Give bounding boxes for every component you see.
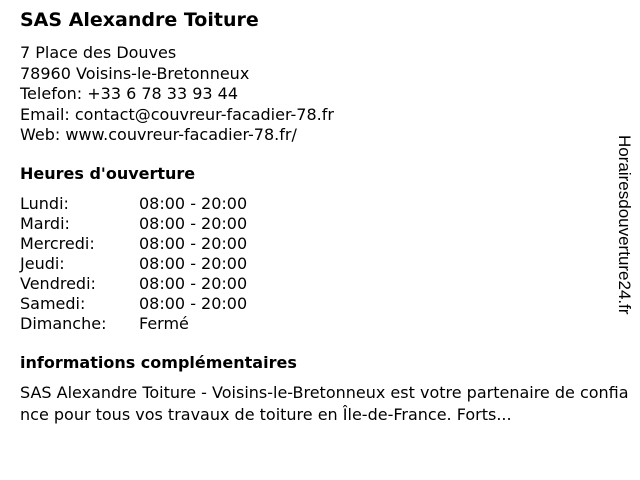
hours-row: Lundi: 08:00 - 20:00 <box>20 194 247 214</box>
website: Web: www.couvreur-facadier-78.fr/ <box>20 125 297 144</box>
time-value: 08:00 - 20:00 <box>139 194 248 213</box>
time-value: 08:00 - 20:00 <box>139 214 248 233</box>
phone: Telefon: +33 6 78 33 93 44 <box>20 84 239 103</box>
hours-row: Samedi: 08:00 - 20:00 <box>20 294 247 314</box>
info-text: SAS Alexandre Toiture - Voisins-le-Breto… <box>20 383 629 424</box>
info-heading: informations complémentaires <box>20 353 297 372</box>
hours-row: Jeudi: 08:00 - 20:00 <box>20 254 247 274</box>
hours-row: Mercredi: 08:00 - 20:00 <box>20 234 247 254</box>
time-value: 08:00 - 20:00 <box>139 254 248 273</box>
watermark: Horairesdouverture24.fr <box>615 135 634 315</box>
business-name: SAS Alexandre Toiture <box>20 9 259 31</box>
email: Email: contact@couvreur-facadier-78.fr <box>20 104 334 124</box>
time-value: 08:00 - 20:00 <box>139 274 248 293</box>
day-label: Mardi: <box>20 214 70 233</box>
hours-row: Vendredi: 08:00 - 20:00 <box>20 274 247 294</box>
day-label: Samedi: <box>20 294 86 313</box>
hours-row: Dimanche: Fermé <box>20 314 247 334</box>
address-line2: 78960 Voisins-le-Bretonneux <box>20 63 250 83</box>
hours-table: Lundi: 08:00 - 20:00 Mardi: 08:00 - 20:00 Me… <box>20 194 247 334</box>
time-value: Fermé <box>139 314 189 333</box>
hours-row: Mardi: 08:00 - 20:00 <box>20 214 247 234</box>
day-label: Jeudi: <box>20 254 65 273</box>
day-label: Lundi: <box>20 194 69 213</box>
time-value: 08:00 - 20:00 <box>139 294 248 313</box>
contact-block: 7 Place des Douves 78960 Voisins-le-Bret… <box>20 43 334 146</box>
time-value: 08:00 - 20:00 <box>139 234 248 253</box>
day-label: Vendredi: <box>20 274 96 293</box>
day-label: Dimanche: <box>20 314 107 333</box>
hours-heading: Heures d'ouverture <box>20 164 196 183</box>
address-line1: 7 Place des Douves <box>20 43 177 62</box>
day-label: Mercredi: <box>20 234 95 253</box>
